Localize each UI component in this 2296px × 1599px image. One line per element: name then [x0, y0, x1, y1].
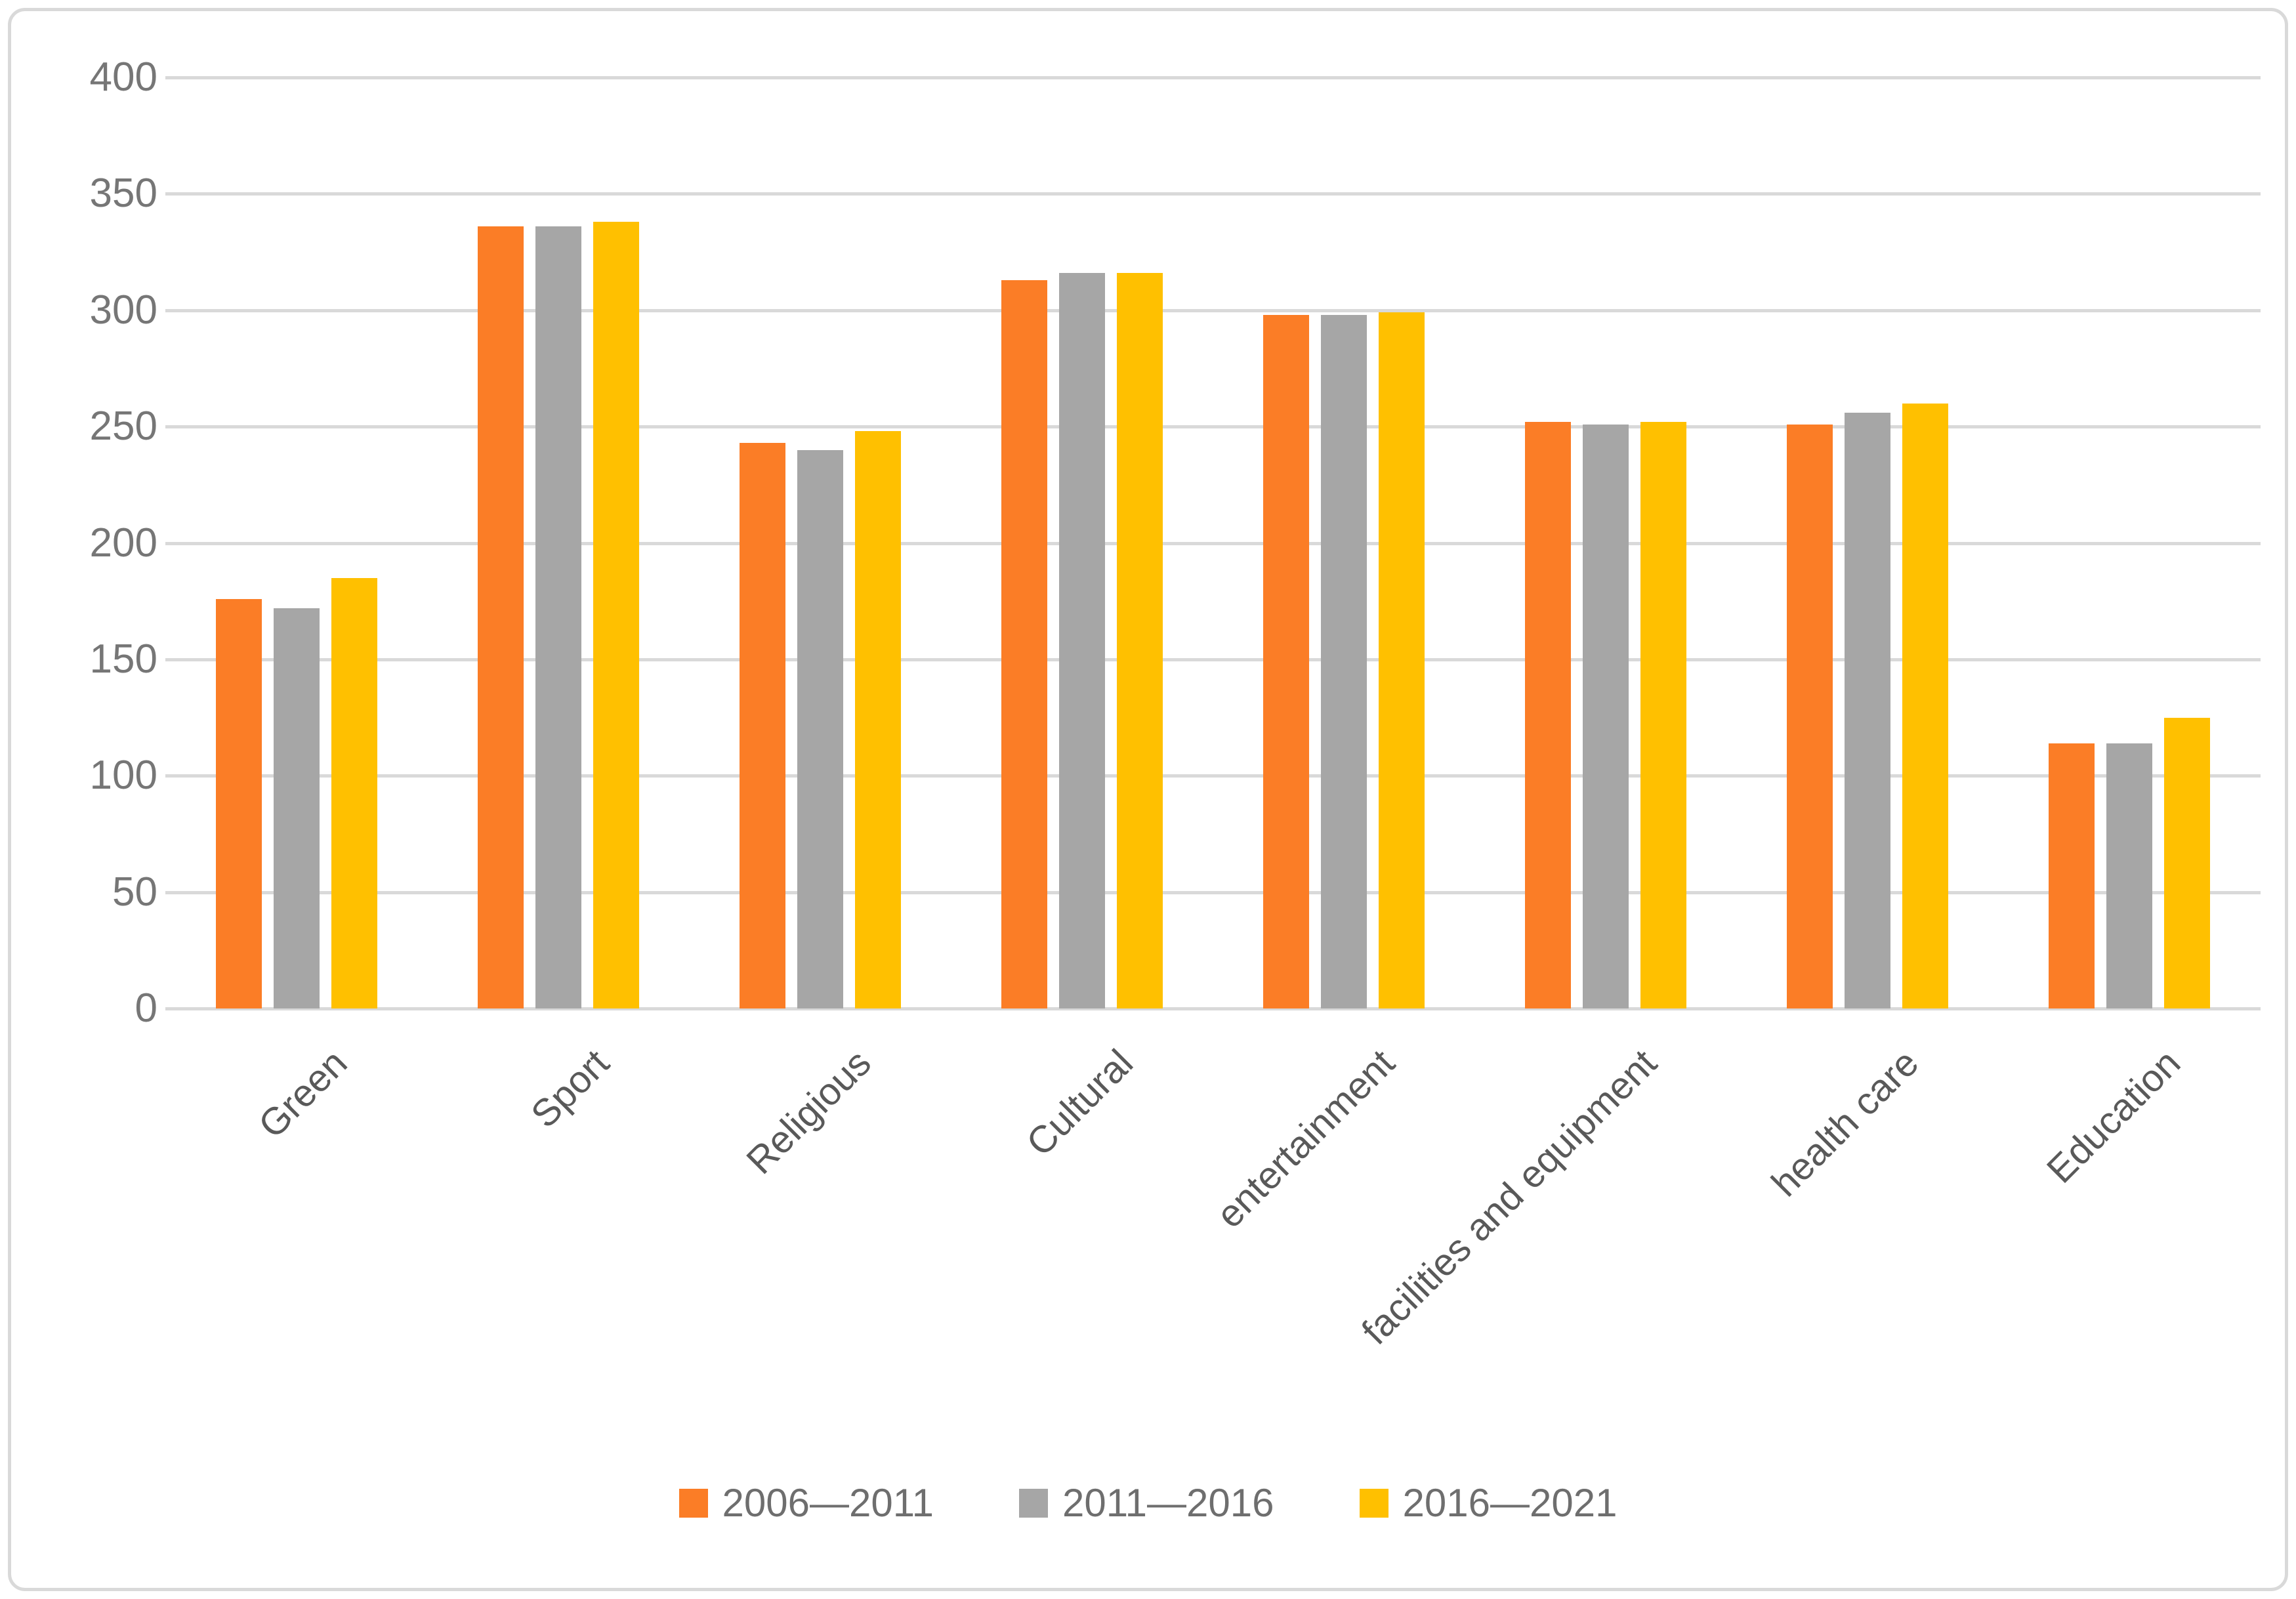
- bar-cultural-2006-2011: [1001, 280, 1047, 1008]
- y-axis-tick-label-200: 200: [89, 520, 157, 566]
- bar-entertainment-2016-2021: [1379, 312, 1425, 1008]
- gridline-150: [165, 657, 2261, 661]
- y-axis-tick-label-150: 150: [89, 636, 157, 682]
- bar-green-2006-2011: [215, 598, 262, 1008]
- y-axis-tick-label-250: 250: [89, 404, 157, 449]
- gridline-350: [165, 192, 2261, 196]
- bar-health-care-2011-2016: [1845, 412, 1891, 1008]
- bar-health-care-2016-2021: [1902, 403, 1949, 1008]
- gridline-200: [165, 541, 2261, 545]
- bar-education-2006-2011: [2049, 743, 2095, 1008]
- bar-entertainment-2006-2011: [1263, 314, 1310, 1008]
- bar-entertainment-2011-2016: [1321, 314, 1367, 1008]
- legend: 2006—2011 2011—2016 2016—2021: [0, 1482, 2296, 1525]
- bar-facilities-and-equipment-2006-2011: [1525, 422, 1572, 1008]
- legend-item-2006-2011: 2006—2011: [678, 1481, 934, 1525]
- gridline-0: [165, 1007, 2261, 1010]
- bar-green-2011-2016: [273, 608, 320, 1008]
- bar-sport-2011-2016: [535, 226, 581, 1008]
- legend-item-2016-2021: 2016—2021: [1359, 1481, 1618, 1525]
- bar-facilities-and-equipment-2011-2016: [1583, 424, 1629, 1008]
- bar-green-2016-2021: [331, 577, 377, 1008]
- legend-item-2011-2016: 2011—2016: [1019, 1482, 1274, 1525]
- y-axis-tick-label-300: 300: [89, 287, 157, 333]
- legend-swatch-2011-2016: [1019, 1489, 1049, 1518]
- y-axis-tick-label-350: 350: [89, 171, 157, 217]
- y-axis-tick-label-50: 50: [112, 869, 157, 915]
- bar-religious-2011-2016: [797, 449, 843, 1008]
- gridline-400: [165, 76, 2261, 79]
- bar-education-2011-2016: [2106, 743, 2153, 1008]
- y-axis-tick-label-400: 400: [89, 54, 157, 100]
- legend-label-2016-2021: 2016—2021: [1402, 1481, 1618, 1525]
- gridline-300: [165, 308, 2261, 312]
- bar-sport-2006-2011: [477, 226, 524, 1008]
- bar-religious-2016-2021: [854, 431, 901, 1008]
- legend-swatch-2016-2021: [1359, 1489, 1388, 1518]
- bar-health-care-2006-2011: [1787, 424, 1833, 1008]
- y-axis-tick-label-0: 0: [135, 986, 157, 1031]
- gridline-50: [165, 890, 2261, 894]
- bar-education-2016-2021: [2164, 717, 2211, 1008]
- legend-label-2011-2016: 2011—2016: [1062, 1481, 1274, 1525]
- bar-cultural-2016-2021: [1116, 272, 1163, 1008]
- gridline-100: [165, 774, 2261, 778]
- legend-label-2006-2011: 2006—2011: [722, 1481, 934, 1525]
- bar-facilities-and-equipment-2016-2021: [1640, 422, 1687, 1008]
- gridline-250: [165, 425, 2261, 429]
- bar-sport-2016-2021: [593, 221, 639, 1008]
- chart-outer-border: [8, 8, 2288, 1591]
- legend-swatch-2006-2011: [678, 1489, 708, 1518]
- bar-religious-2006-2011: [739, 442, 785, 1008]
- bar-cultural-2011-2016: [1058, 272, 1105, 1008]
- y-axis-tick-label-100: 100: [89, 753, 157, 799]
